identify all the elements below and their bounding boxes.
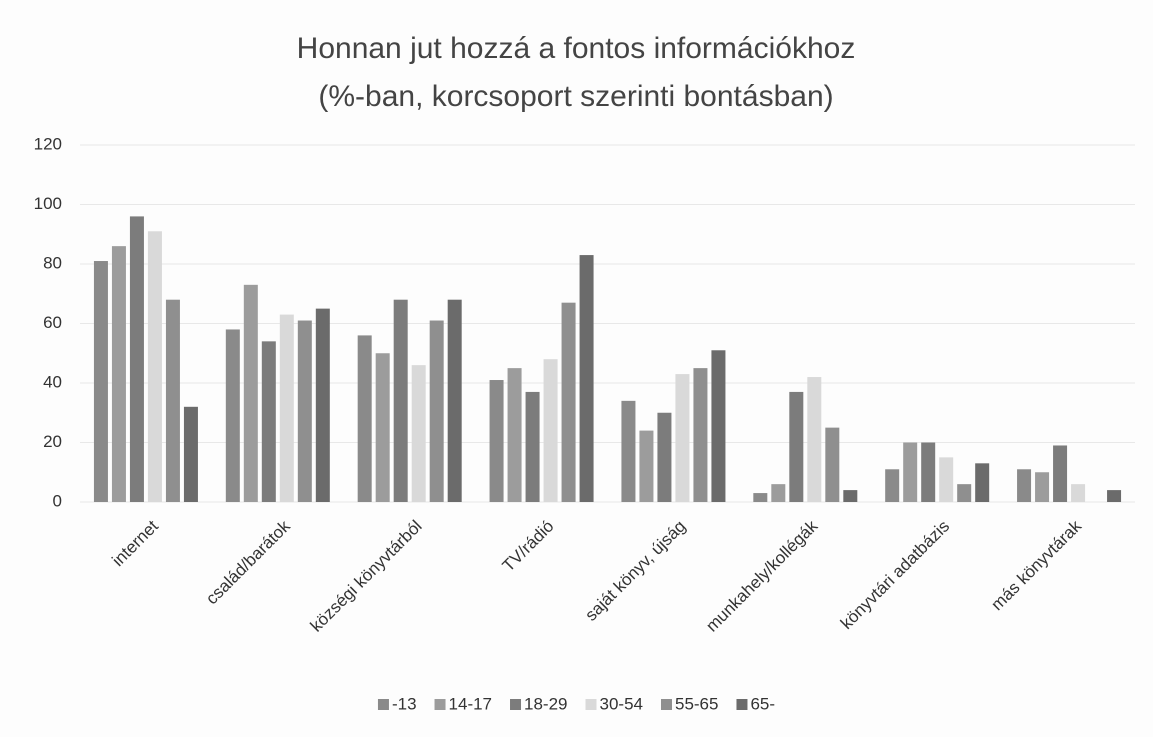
bar (165, 299, 180, 502)
x-tick-label: TV/rádió (499, 517, 558, 576)
bar (297, 320, 312, 502)
legend-swatch (736, 699, 748, 710)
bar (147, 231, 162, 502)
bar (825, 427, 840, 502)
x-tick-label: internet (108, 516, 162, 570)
bar (579, 255, 594, 502)
bar (543, 359, 558, 502)
bar (621, 400, 636, 502)
y-tick-label: 20 (43, 432, 62, 451)
y-tick-label: 60 (43, 313, 62, 332)
bar (807, 377, 822, 502)
bar (1053, 445, 1068, 502)
y-tick-label: 80 (43, 253, 62, 272)
bar (279, 314, 294, 502)
bar (789, 391, 804, 502)
bar (429, 320, 444, 502)
bar (1035, 472, 1050, 502)
bar (261, 341, 276, 502)
bar (975, 463, 990, 502)
legend-swatch (377, 699, 389, 710)
bar (129, 216, 144, 502)
legend-label: 18-29 (524, 694, 567, 713)
x-tick-label: könyvtári adatbázis (837, 517, 953, 633)
bar (243, 284, 258, 502)
legend-label: 65- (750, 694, 775, 713)
bar (447, 299, 462, 502)
bar (1071, 484, 1086, 502)
bar (411, 365, 426, 502)
bar (939, 457, 954, 502)
bar (753, 493, 768, 502)
bar (957, 484, 972, 502)
legend-swatch (660, 699, 672, 710)
chart-title: Honnan jut hozzá a fontos információkhoz (297, 32, 856, 65)
chart-subtitle: (%-ban, korcsoport szerinti bontásban) (318, 80, 833, 113)
bar (225, 329, 240, 502)
bar (921, 442, 936, 502)
bar (1017, 469, 1032, 502)
bar (489, 380, 504, 502)
x-tick-label: községi könyvtárból (307, 517, 426, 636)
bar (93, 261, 108, 502)
legend-label: 14-17 (449, 694, 492, 713)
bar (639, 430, 654, 502)
y-tick-label: 40 (43, 372, 62, 391)
x-tick-label: munkahely/kollégák (702, 516, 821, 635)
legend-label: -13 (392, 694, 417, 713)
bar (507, 368, 522, 502)
bar (525, 391, 540, 502)
bar (1107, 490, 1122, 502)
x-tick-label: saját könyv, újság (581, 517, 689, 625)
y-tick-label: 100 (34, 194, 62, 213)
legend-label: 30-54 (600, 694, 643, 713)
legend-label: 55-65 (675, 694, 718, 713)
bar (903, 442, 918, 502)
legend-swatch (434, 699, 446, 710)
legend-swatch (510, 699, 522, 710)
bar (711, 350, 726, 502)
bar (561, 302, 576, 502)
bar (771, 484, 786, 502)
bar (843, 490, 858, 502)
bar (375, 353, 390, 502)
x-tick-label: család/barátok (202, 516, 294, 608)
bar (885, 469, 900, 502)
bar (357, 335, 372, 502)
bar (657, 412, 672, 502)
x-tick-label: más könyvtárak (987, 516, 1085, 614)
bar (675, 374, 690, 502)
y-tick-label: 120 (34, 134, 62, 153)
bar (183, 406, 198, 502)
bar (111, 246, 126, 502)
bar (693, 368, 708, 502)
bar (315, 308, 330, 502)
legend-swatch (585, 699, 597, 710)
bar (393, 299, 408, 502)
y-tick-label: 0 (53, 491, 62, 510)
legend: -13 14-17 18-29 30-54 55-65 65- (377, 694, 775, 713)
